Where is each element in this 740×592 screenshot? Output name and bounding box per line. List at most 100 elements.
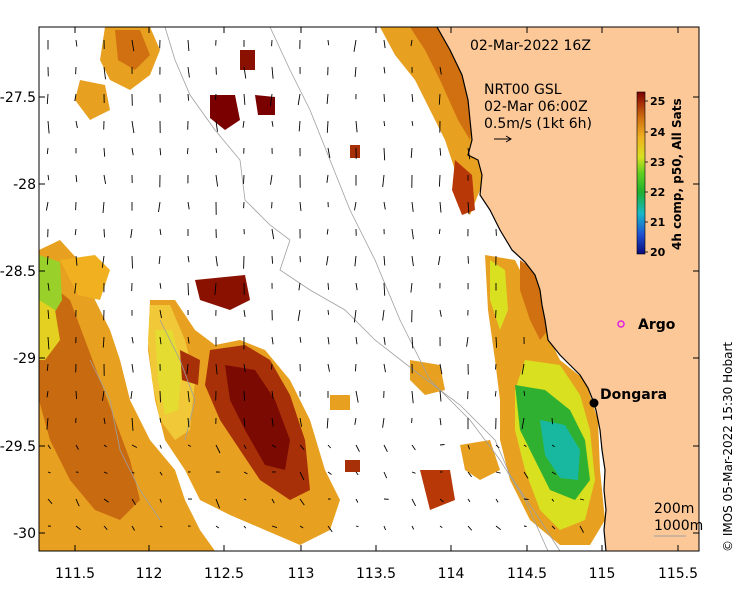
current-vector <box>159 498 162 503</box>
current-vector <box>383 336 386 345</box>
current-vector <box>243 66 247 79</box>
argo-label: Argo <box>638 317 676 333</box>
current-vector <box>215 525 220 529</box>
current-vector <box>159 444 162 449</box>
current-vector <box>326 228 329 235</box>
colorbar-tick-label: 22 <box>650 186 665 199</box>
current-vector <box>355 120 358 133</box>
current-vector <box>439 309 442 317</box>
current-vector <box>327 147 331 159</box>
current-vector <box>46 147 49 154</box>
current-vector <box>523 390 526 396</box>
current-vector <box>159 525 163 528</box>
colorbar-label: 4h comp, p50, All Sats <box>670 98 684 250</box>
dongara-marker <box>589 398 599 408</box>
current-vector <box>410 282 413 293</box>
colorbar-tick-label: 25 <box>650 95 665 108</box>
current-vector <box>47 174 50 181</box>
current-vector <box>103 174 107 184</box>
current-vector <box>271 390 274 400</box>
current-vector <box>439 498 444 503</box>
colorbar-tick-label: 21 <box>650 216 665 229</box>
current-vector <box>102 390 105 401</box>
current-vector <box>411 228 414 240</box>
current-vector <box>383 93 385 102</box>
current-vector <box>47 282 50 291</box>
current-vector <box>187 390 190 402</box>
current-vector <box>523 444 527 447</box>
current-vector <box>326 120 329 133</box>
current-vector <box>215 174 219 187</box>
current-vector <box>354 363 357 372</box>
current-vector <box>551 498 555 502</box>
current-vector <box>130 228 133 239</box>
map-date-title: 02-Mar-2022 16Z <box>470 38 591 54</box>
current-vector <box>101 255 105 268</box>
current-scale-arrowhead <box>505 135 512 143</box>
current-vector <box>383 255 386 266</box>
current-vector <box>383 471 388 479</box>
current-vector <box>495 471 501 474</box>
current-vector <box>215 147 218 153</box>
current-vector <box>131 39 135 52</box>
current-vector <box>159 417 162 423</box>
current-vector <box>354 417 357 425</box>
current-vector <box>243 390 246 401</box>
current-vector <box>186 363 189 375</box>
current-vector <box>410 39 413 47</box>
colorbar-tick-label: 20 <box>650 246 666 259</box>
current-vector <box>186 147 189 154</box>
dongara-label: Dongara <box>600 387 667 403</box>
current-vector <box>299 417 303 427</box>
current-vector <box>523 525 527 527</box>
current-vector <box>355 498 359 503</box>
current-vector <box>355 525 359 528</box>
current-vector <box>523 498 529 500</box>
current-vector <box>326 417 329 429</box>
x-tick-label: 112.5 <box>204 566 244 582</box>
current-vector <box>130 390 133 399</box>
current-vector <box>410 147 413 158</box>
current-vector <box>47 120 50 134</box>
current-vector <box>243 174 245 184</box>
current-vector <box>131 363 134 373</box>
current-vector <box>271 336 274 345</box>
current-vector <box>103 444 107 448</box>
current-vector <box>327 282 330 290</box>
current-vector <box>297 309 301 322</box>
current-vector <box>551 471 557 475</box>
current-vector <box>383 525 387 531</box>
current-vector <box>354 66 357 77</box>
current-vector <box>439 525 443 529</box>
current-vector <box>327 444 332 449</box>
current-vector <box>411 498 416 507</box>
current-vector <box>467 525 473 531</box>
current-vector <box>269 93 273 107</box>
current-vector <box>382 174 385 187</box>
current-vector <box>327 309 330 315</box>
current-vector <box>467 255 469 264</box>
current-vector <box>214 282 217 296</box>
current-vector <box>45 201 49 211</box>
current-vector <box>47 336 50 350</box>
current-vector <box>355 336 358 345</box>
current-vector <box>383 201 386 210</box>
current-vector <box>187 282 189 296</box>
isobath-200-label: 200m <box>654 501 694 517</box>
current-vector <box>74 282 77 294</box>
current-vector <box>299 201 302 211</box>
current-vector <box>187 336 190 344</box>
current-scale-label: 0.5m/s (1kt 6h) <box>484 116 592 132</box>
current-vector <box>46 255 49 265</box>
current-vector <box>47 309 50 319</box>
current-vector <box>243 498 247 501</box>
current-vector <box>102 336 105 348</box>
current-vector <box>131 255 133 269</box>
x-tick-label: 111.5 <box>55 566 95 582</box>
current-vector <box>131 444 138 448</box>
current-vector <box>131 498 136 506</box>
current-vector <box>103 417 106 424</box>
current-vector <box>523 471 529 479</box>
current-vector <box>215 363 218 375</box>
current-vector <box>187 417 190 428</box>
